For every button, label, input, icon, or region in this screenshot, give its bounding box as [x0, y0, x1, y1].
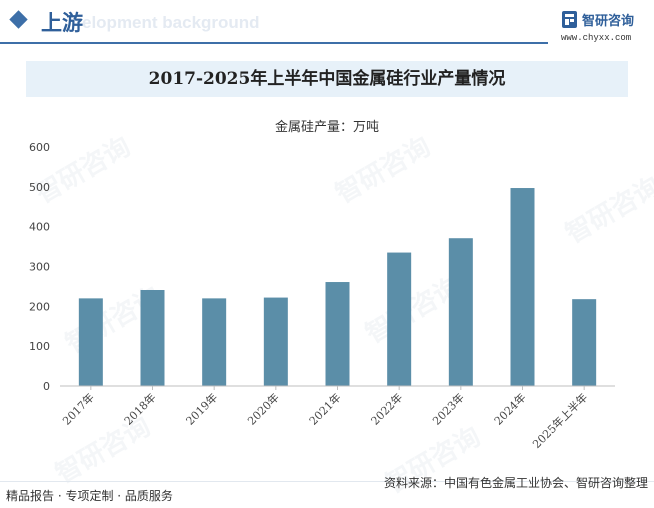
bar — [510, 188, 535, 386]
y-tick-label: 400 — [29, 221, 50, 234]
bar — [448, 238, 473, 386]
x-tick-label: 2017年 — [59, 390, 96, 427]
y-tick-label: 100 — [29, 340, 50, 353]
x-axis: 2017年 2018年 2019年 2020年 2021年 2022年 2023年 2024年… — [59, 385, 615, 451]
bar-chart: 0 100 200 300 400 500 600 2017年 2018年 2019年 2020年… — [29, 141, 615, 451]
brand-url: www.chyxx.com — [561, 33, 632, 43]
bar — [325, 282, 350, 386]
footer-divider — [0, 481, 654, 482]
x-tick-label: 2019年 — [183, 390, 220, 427]
footer-tagline: 精品报告 · 专项定制 · 品质服务 — [6, 489, 173, 503]
x-tick-label: 2022年 — [368, 390, 405, 427]
header-divider — [0, 42, 548, 44]
chart-title-band: 2017-2025年上半年中国金属硅行业产量情况 — [26, 61, 628, 97]
y-tick-label: 500 — [29, 181, 50, 194]
bar — [78, 298, 103, 386]
x-tick-label: 2018年 — [121, 390, 158, 427]
bar-series — [78, 188, 597, 386]
bar — [263, 297, 288, 386]
y-axis: 0 100 200 300 400 500 600 — [29, 141, 50, 393]
header-bar: elopment background 上游 智研咨询 www.chyxx.co… — [0, 0, 654, 44]
bar — [572, 299, 597, 386]
x-tick-label: 2020年 — [244, 390, 281, 427]
x-tick-label: 2023年 — [429, 390, 466, 427]
x-tick-label: 2024年 — [491, 390, 528, 427]
unit-label: 金属硅产量：万吨 — [274, 120, 379, 135]
data-source: 资料来源：中国有色金属工业协会、智研咨询整理 — [383, 476, 648, 490]
y-tick-label: 600 — [29, 141, 50, 154]
bar — [202, 298, 227, 386]
y-tick-label: 200 — [29, 300, 50, 313]
x-tick-label: 2025年上半年 — [529, 390, 590, 451]
y-tick-label: 300 — [29, 261, 50, 274]
chart-title: 2017-2025年上半年中国金属硅行业产量情况 — [148, 69, 506, 89]
brand-logo-icon — [562, 11, 577, 28]
header-subtitle: elopment background — [82, 13, 260, 32]
x-tick-label: 2021年 — [306, 390, 343, 427]
header-title: 上游 — [41, 11, 83, 35]
bar — [140, 290, 165, 386]
bar — [387, 252, 412, 386]
y-tick-label: 0 — [43, 380, 50, 393]
brand-name: 智研咨询 — [582, 14, 635, 29]
diamond-icon — [9, 10, 28, 29]
